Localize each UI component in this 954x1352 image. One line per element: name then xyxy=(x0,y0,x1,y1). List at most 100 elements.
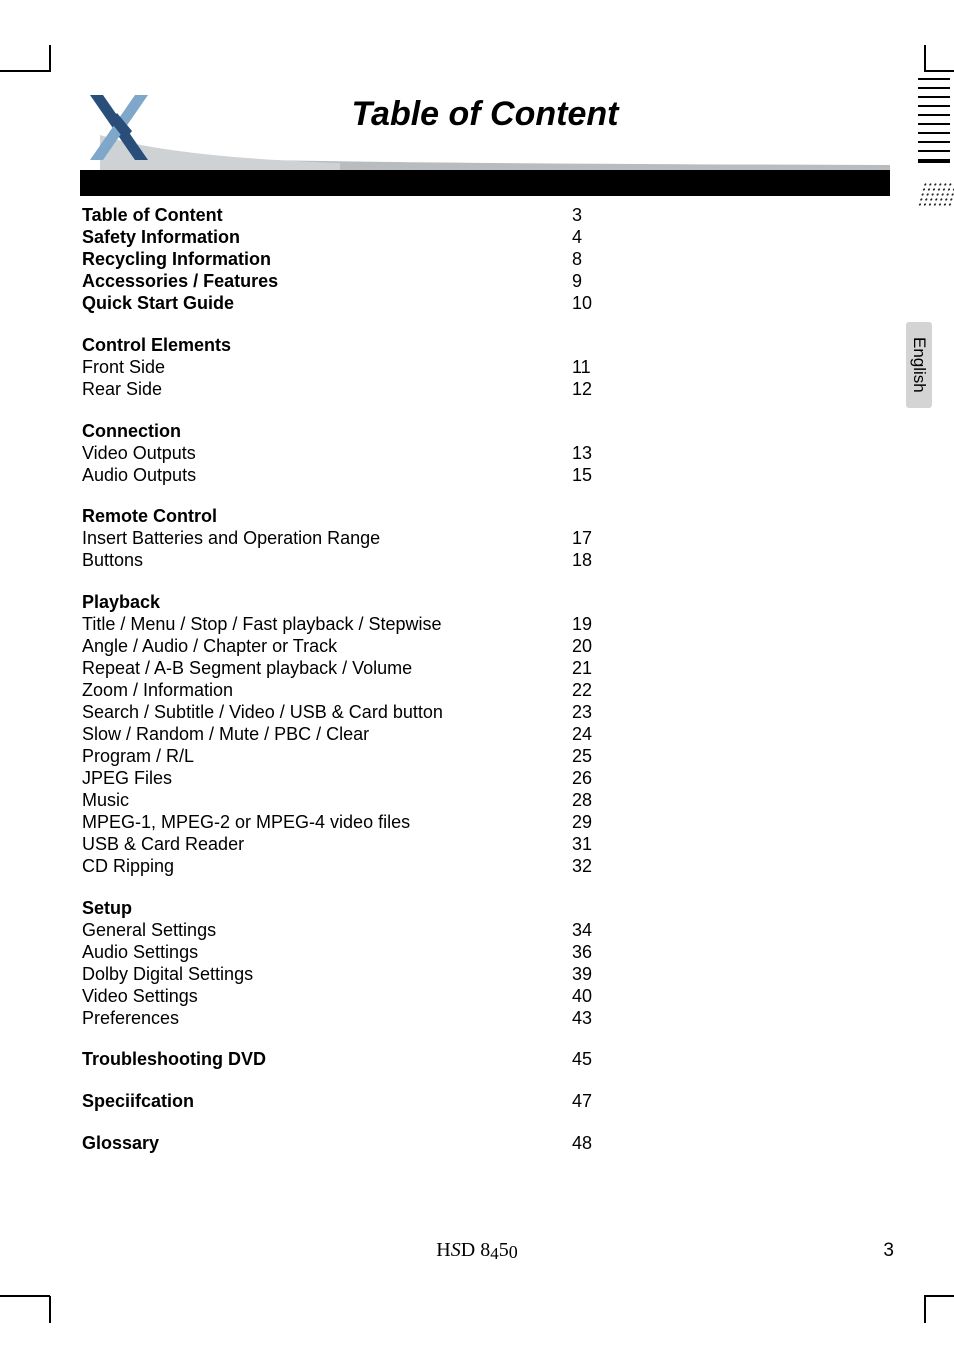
toc-page: 3 xyxy=(572,205,622,227)
toc-page: 21 xyxy=(572,658,622,680)
toc-page: 18 xyxy=(572,550,622,572)
toc-heading: Connection xyxy=(82,421,642,443)
toc-page: 39 xyxy=(572,964,622,986)
toc-page: 22 xyxy=(572,680,622,702)
toc-row: Title / Menu / Stop / Fast playback / St… xyxy=(82,614,642,636)
toc-page: 8 xyxy=(572,249,622,271)
toc-row: USB & Card Reader31 xyxy=(82,834,642,856)
crop-mark xyxy=(0,1295,50,1297)
toc-label: Slow / Random / Mute / PBC / Clear xyxy=(82,724,572,746)
toc-heading-label: Playback xyxy=(82,592,572,614)
toc-label: Dolby Digital Settings xyxy=(82,964,572,986)
toc-label: Speciifcation xyxy=(82,1091,572,1113)
toc-page: 19 xyxy=(572,614,622,636)
toc-heading-label: Setup xyxy=(82,898,572,920)
toc-label: Title / Menu / Stop / Fast playback / St… xyxy=(82,614,572,636)
toc-row: Table of Content3 xyxy=(82,205,642,227)
toc-heading-label: Remote Control xyxy=(82,506,572,528)
toc-row: Music28 xyxy=(82,790,642,812)
toc-section: SetupGeneral Settings34Audio Settings36D… xyxy=(82,898,642,1030)
toc-section: ConnectionVideo Outputs13Audio Outputs15 xyxy=(82,421,642,487)
halftone-accent-icon xyxy=(917,182,954,208)
toc-label: Insert Batteries and Operation Range xyxy=(82,528,572,550)
toc-row: Dolby Digital Settings39 xyxy=(82,964,642,986)
toc-heading-page xyxy=(572,592,622,614)
toc-page: 34 xyxy=(572,920,622,942)
toc-page: 29 xyxy=(572,812,622,834)
crop-mark xyxy=(924,1295,954,1297)
toc-page: 48 xyxy=(572,1133,622,1155)
toc-row: JPEG Files26 xyxy=(82,768,642,790)
toc-page: 32 xyxy=(572,856,622,878)
toc-row: Video Outputs13 xyxy=(82,443,642,465)
toc-page: 36 xyxy=(572,942,622,964)
toc-label: Glossary xyxy=(82,1133,572,1155)
toc-row: Slow / Random / Mute / PBC / Clear24 xyxy=(82,724,642,746)
toc-label: Accessories / Features xyxy=(82,271,572,293)
toc-row: Repeat / A-B Segment playback / Volume21 xyxy=(82,658,642,680)
toc-label: Table of Content xyxy=(82,205,572,227)
header-bar xyxy=(80,170,890,196)
toc-label: Buttons xyxy=(82,550,572,572)
crop-mark xyxy=(924,45,926,72)
crop-mark xyxy=(0,70,50,72)
document-page: Table of Content English Table of Conten… xyxy=(0,0,954,1352)
toc-heading: Control Elements xyxy=(82,335,642,357)
toc-row: Program / R/L25 xyxy=(82,746,642,768)
language-label: English xyxy=(909,337,929,393)
toc-heading: Playback xyxy=(82,592,642,614)
toc-section: Speciifcation47 xyxy=(82,1091,642,1113)
toc-page: 47 xyxy=(572,1091,622,1113)
toc-label: USB & Card Reader xyxy=(82,834,572,856)
toc-section: Troubleshooting DVD45 xyxy=(82,1049,642,1071)
toc-label: Audio Settings xyxy=(82,942,572,964)
toc-row: Buttons18 xyxy=(82,550,642,572)
toc-label: Video Outputs xyxy=(82,443,572,465)
page-title: Table of Content xyxy=(80,95,890,134)
toc-heading-label: Connection xyxy=(82,421,572,443)
toc-label: Zoom / Information xyxy=(82,680,572,702)
toc-label: Audio Outputs xyxy=(82,465,572,487)
toc-row: MPEG-1, MPEG-2 or MPEG-4 video files29 xyxy=(82,812,642,834)
toc-label: Music xyxy=(82,790,572,812)
toc-page: 43 xyxy=(572,1008,622,1030)
toc-heading: Setup xyxy=(82,898,642,920)
toc-heading-page xyxy=(572,898,622,920)
crop-mark xyxy=(49,45,51,72)
toc-label: Angle / Audio / Chapter or Track xyxy=(82,636,572,658)
toc-heading-label: Control Elements xyxy=(82,335,572,357)
table-of-contents: Table of Content3Safety Information4Recy… xyxy=(82,205,642,1155)
toc-row: Zoom / Information22 xyxy=(82,680,642,702)
toc-row: Video Settings40 xyxy=(82,986,642,1008)
registration-bars-icon xyxy=(918,78,950,163)
toc-page: 15 xyxy=(572,465,622,487)
toc-row: Search / Subtitle / Video / USB & Card b… xyxy=(82,702,642,724)
toc-page: 25 xyxy=(572,746,622,768)
language-tab: English xyxy=(906,322,932,408)
toc-label: Preferences xyxy=(82,1008,572,1030)
toc-label: Search / Subtitle / Video / USB & Card b… xyxy=(82,702,572,724)
toc-page: 11 xyxy=(572,357,622,379)
toc-section: Glossary48 xyxy=(82,1133,642,1155)
toc-page: 40 xyxy=(572,986,622,1008)
toc-label: Program / R/L xyxy=(82,746,572,768)
crop-mark xyxy=(49,1296,51,1323)
footer-model: HSD 8450 xyxy=(0,1239,954,1262)
toc-section: Control ElementsFront Side11Rear Side12 xyxy=(82,335,642,401)
toc-page: 17 xyxy=(572,528,622,550)
toc-label: Rear Side xyxy=(82,379,572,401)
toc-row: Front Side11 xyxy=(82,357,642,379)
toc-page: 28 xyxy=(572,790,622,812)
toc-label: JPEG Files xyxy=(82,768,572,790)
toc-row: Glossary48 xyxy=(82,1133,642,1155)
toc-row: CD Ripping32 xyxy=(82,856,642,878)
toc-page: 13 xyxy=(572,443,622,465)
crop-mark xyxy=(924,1296,926,1323)
toc-section: Table of Content3Safety Information4Recy… xyxy=(82,205,642,315)
toc-page: 24 xyxy=(572,724,622,746)
toc-page: 4 xyxy=(572,227,622,249)
toc-label: Safety Information xyxy=(82,227,572,249)
toc-page: 9 xyxy=(572,271,622,293)
toc-page: 23 xyxy=(572,702,622,724)
toc-row: Rear Side12 xyxy=(82,379,642,401)
